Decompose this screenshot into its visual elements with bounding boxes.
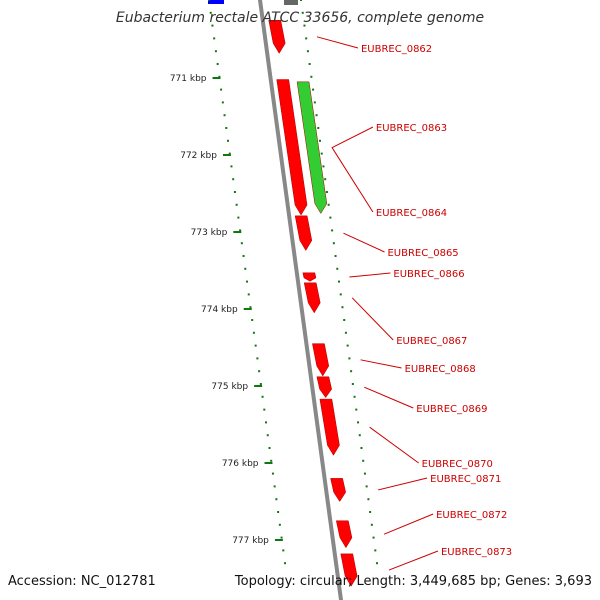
gene-arrow-eubrec_0863 (296, 81, 328, 215)
gene-leader-line (369, 426, 419, 464)
gene-label-eubrec_0873[interactable]: EUBREC_0873 (441, 547, 512, 558)
gene-leader-line (349, 272, 391, 278)
outer-tick-arc (300, 0, 379, 565)
accession-label: Accession: NC_012781 (8, 574, 156, 589)
gene-leader-line (364, 386, 414, 409)
gene-label-eubrec_0870[interactable]: EUBREC_0870 (422, 459, 493, 470)
gene-label-eubrec_0862[interactable]: EUBREC_0862 (361, 44, 432, 55)
gene-label-eubrec_0868[interactable]: EUBREC_0868 (405, 364, 476, 375)
gene-track (268, 20, 358, 587)
kbp-scale: 771 kbp 772 kbp 773 kbp 774 kbp 775 kbp 776 k… (170, 0, 379, 565)
feature-blue-segment (208, 0, 224, 4)
gene-arrow-eubrec_0870 (319, 398, 340, 456)
kbp-tick-label: 771 kbp (170, 74, 207, 84)
gene-label-eubrec_0863[interactable]: EUBREC_0863 (376, 123, 447, 134)
kbp-tick-label: 775 kbp (211, 382, 248, 392)
kbp-tick-label: 772 kbp (180, 151, 217, 161)
gene-arrow-eubrec_0866 (302, 272, 317, 282)
gene-label-eubrec_0867[interactable]: EUBREC_0867 (396, 336, 467, 347)
gene-leader-line (388, 550, 439, 571)
gene-arrow-eubrec_0864 (276, 79, 308, 216)
gene-arrow-eubrec_0873 (340, 553, 358, 587)
backbone-line (257, 0, 344, 600)
kbp-tick-label: 777 kbp (232, 536, 269, 546)
gene-label-eubrec_0866[interactable]: EUBREC_0866 (393, 269, 464, 280)
kbp-tick-label: 776 kbp (222, 459, 259, 469)
gene-leader-line (343, 232, 385, 253)
topology-summary: Topology: circular; Length: 3,449,685 bp… (234, 574, 592, 589)
kbp-tick-label: 773 kbp (191, 228, 228, 238)
gene-leader-line (331, 126, 374, 149)
kbp-tick-label: 774 kbp (201, 305, 238, 315)
gene-arrow-eubrec_0865 (294, 215, 313, 251)
gene-label-eubrec_0865[interactable]: EUBREC_0865 (387, 248, 458, 259)
gene-arrow-eubrec_0868 (312, 343, 330, 377)
gene-arrow-eubrec_0867 (303, 282, 321, 314)
gene-leader-line (331, 147, 374, 213)
gene-label-eubrec_0872[interactable]: EUBREC_0872 (436, 510, 507, 521)
gene-label-eubrec_0869[interactable]: EUBREC_0869 (416, 404, 487, 415)
gene-leader-line (378, 477, 428, 491)
gene-leader-line (316, 36, 359, 49)
gene-arrow-eubrec_0869 (316, 376, 332, 398)
gene-labels: EUBREC_0862 EUBREC_0863 EUBREC_0864 EUBREC_… (316, 36, 512, 571)
gene-arrow-eubrec_0871 (330, 478, 346, 502)
map-title: Eubacterium rectale ATCC 33656, complete… (115, 10, 485, 26)
feature-grey-segment (284, 0, 298, 5)
genome-backbone (208, 0, 344, 600)
gene-label-eubrec_0864[interactable]: EUBREC_0864 (376, 208, 447, 219)
gene-label-eubrec_0871[interactable]: EUBREC_0871 (430, 474, 501, 485)
inner-tick-arc (208, 0, 287, 565)
gene-arrow-eubrec_0872 (335, 520, 353, 549)
gene-leader-line (383, 513, 434, 535)
gene-arrow-eubrec_0862 (268, 20, 286, 54)
gene-leader-line (360, 359, 402, 369)
gene-leader-line (351, 297, 394, 341)
